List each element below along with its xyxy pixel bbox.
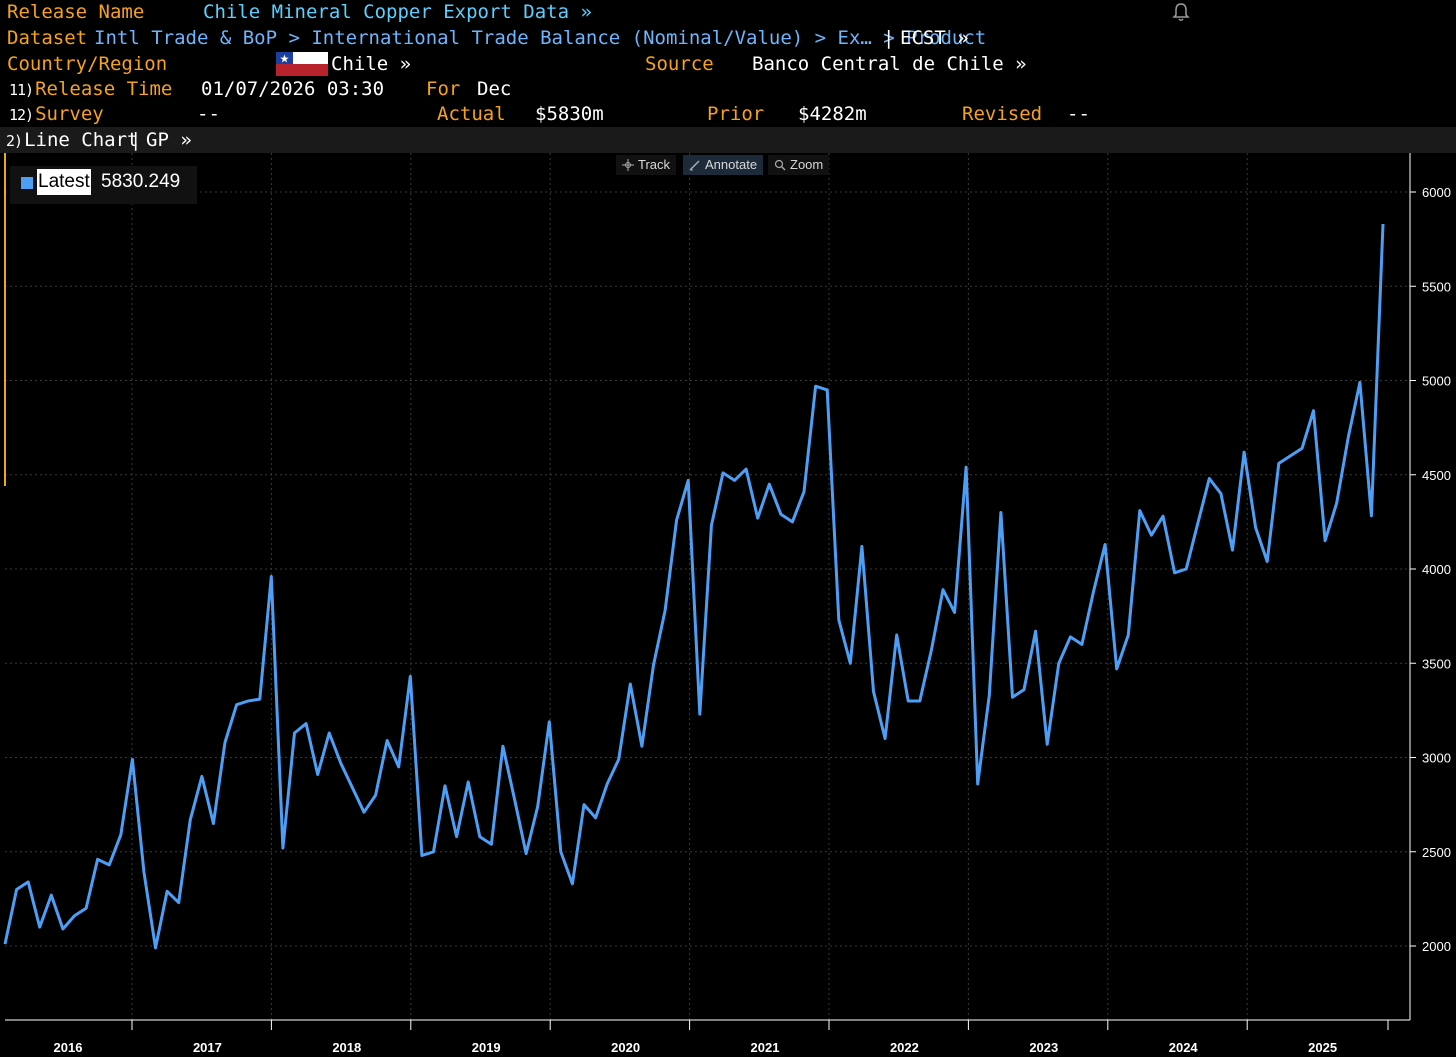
track-button[interactable]: Track: [616, 155, 677, 175]
x-tick-label: 2025: [1308, 1040, 1337, 1055]
x-tick-label: 2020: [611, 1040, 640, 1055]
gp-link[interactable]: GP »: [146, 129, 192, 151]
line-chart[interactable]: 2000 2500 3000 3500 4000 4500 5000 5500 6000 2016…: [0, 153, 1456, 1057]
prior-label: Prior: [707, 103, 765, 125]
x-tick-label: 2024: [1169, 1040, 1199, 1055]
y-tick-label: 3000: [1422, 751, 1451, 766]
y-tick-label: 2000: [1422, 939, 1451, 954]
release-time-number: 11): [9, 81, 34, 99]
crosshair-icon: [622, 159, 634, 171]
series-line-latest: [3, 223, 1385, 950]
source-label: Source: [645, 53, 714, 75]
for-label: For: [426, 78, 461, 100]
prior-value: $4282m: [798, 103, 867, 125]
dataset-separator: |: [883, 27, 895, 49]
country-row: Country/Region Chile » Source Banco Cent…: [0, 52, 1456, 77]
legend-swatch: [21, 177, 33, 189]
chart-header-bar: 2) Line Chart | GP »: [0, 127, 1456, 153]
y-tick-label: 2500: [1422, 845, 1451, 860]
chart-menu-number: 2): [6, 132, 23, 150]
y-tick-label: 4000: [1422, 562, 1451, 577]
x-tick-label: 2023: [1029, 1040, 1058, 1055]
release-time-value: 01/07/2026 03:30: [201, 78, 385, 100]
revised-value: --: [1067, 103, 1090, 125]
for-value: Dec: [477, 78, 512, 100]
country-label: Country/Region: [7, 53, 168, 75]
release-time-row: 11) Release Time 01/07/2026 03:30 For Dec: [0, 77, 1456, 102]
y-tick-label: 5500: [1422, 279, 1451, 294]
line-chart-menu[interactable]: Line Chart: [24, 129, 139, 151]
chile-flag-icon: [276, 52, 328, 76]
y-tick-label: 4500: [1422, 468, 1451, 483]
survey-label: Survey: [35, 103, 104, 125]
bell-icon[interactable]: [1172, 2, 1190, 22]
legend-value: 5830.249: [101, 171, 181, 192]
magnifier-icon: [774, 159, 786, 171]
pencil-icon: [689, 160, 700, 171]
source-link[interactable]: Banco Central de Chile »: [752, 53, 1027, 75]
release-name-link[interactable]: Chile Mineral Copper Export Data »: [203, 1, 592, 23]
survey-number: 12): [9, 106, 34, 124]
annotate-label: Annotate: [705, 157, 758, 172]
dataset-breadcrumb[interactable]: Intl Trade & BoP > International Trade B…: [94, 27, 987, 49]
actual-label: Actual: [437, 103, 506, 125]
zoom-label: Zoom: [790, 157, 824, 172]
revised-label: Revised: [962, 103, 1043, 125]
y-tick-label: 3500: [1422, 656, 1451, 671]
dataset-row: Dataset Intl Trade & BoP > International…: [0, 26, 1456, 51]
country-link[interactable]: Chile »: [331, 53, 412, 75]
release-name-row: Release Name Chile Mineral Copper Export…: [0, 0, 1456, 25]
annotate-button[interactable]: Annotate: [683, 155, 764, 175]
survey-row: 12) Survey -- Actual $5830m Prior $4282m …: [0, 102, 1456, 127]
dataset-ticker-link[interactable]: ECST »: [900, 27, 969, 49]
x-tick-label: 2016: [54, 1040, 83, 1055]
x-tick-label: 2022: [890, 1040, 919, 1055]
release-time-label: Release Time: [35, 78, 173, 100]
survey-value: --: [197, 103, 220, 125]
y-tick-label: 5000: [1422, 374, 1451, 389]
y-tick-label: 6000: [1422, 185, 1451, 200]
chart-bar-separator: |: [130, 129, 142, 151]
x-tick-label: 2018: [332, 1040, 361, 1055]
dataset-label: Dataset: [7, 27, 88, 49]
x-tick-label: 2021: [751, 1040, 780, 1055]
legend-label: Latest: [37, 169, 91, 195]
x-tick-label: 2019: [472, 1040, 501, 1055]
chart-legend[interactable]: Latest 5830.249: [10, 166, 197, 204]
actual-value: $5830m: [535, 103, 604, 125]
track-label: Track: [638, 157, 671, 172]
release-name-label: Release Name: [7, 1, 145, 23]
zoom-button[interactable]: Zoom: [768, 155, 830, 175]
x-tick-label: 2017: [193, 1040, 222, 1055]
